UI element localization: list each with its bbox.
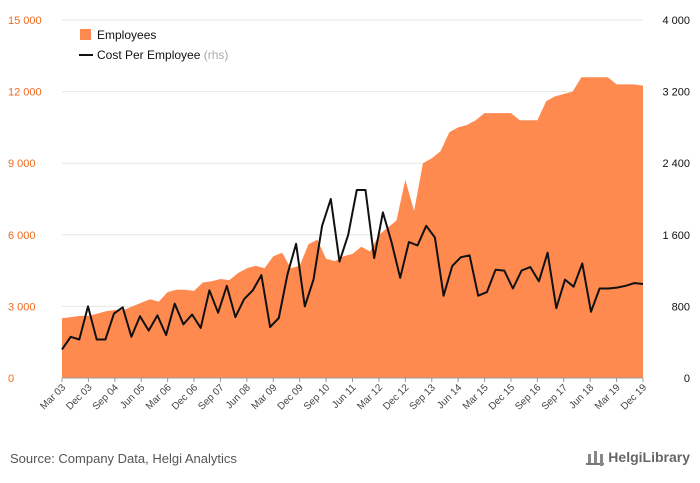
right-tick-label: 0: [684, 373, 690, 385]
right-tick-label: 4 000: [662, 15, 690, 27]
x-tick-label: Jun 14: [435, 382, 464, 411]
left-tick-label: 9 000: [8, 158, 36, 170]
x-tick-label: Mar 15: [461, 382, 491, 412]
left-tick-label: 6 000: [8, 230, 36, 242]
bar-chart-icon: [586, 449, 605, 465]
logo-text: HelgiLibrary: [608, 449, 690, 465]
right-tick-label: 3 200: [662, 87, 690, 99]
legend-employees-label: Employees: [97, 28, 156, 42]
x-tick-label: Jun 08: [224, 382, 253, 411]
x-tick-label: Mar 09: [250, 382, 280, 412]
cost-per-employee-line-series: [61, 189, 644, 350]
x-tick-label: Dec 15: [487, 382, 517, 412]
x-tick-label: Sep 13: [408, 382, 438, 412]
x-tick-label: Jun 18: [567, 382, 596, 411]
employees-area: [62, 77, 643, 379]
source-note: Source: Company Data, Helgi Analytics: [10, 451, 237, 466]
left-tick-label: 15 000: [8, 15, 42, 27]
left-tick-label: 3 000: [8, 301, 36, 313]
legend-employees-swatch: [80, 29, 91, 40]
cost-per-employee-line: [61, 189, 644, 350]
right-tick-label: 2 400: [662, 158, 690, 170]
x-tick-label: Mar 19: [593, 382, 623, 412]
left-tick-label: 0: [8, 373, 14, 385]
x-tick-label: Sep 17: [540, 382, 570, 412]
left-tick-label: 12 000: [8, 87, 42, 99]
x-tick-label: Dec 06: [170, 382, 200, 412]
x-tick-label: Jun 11: [330, 382, 359, 411]
x-tick-label: Mar 03: [38, 382, 68, 412]
x-tick-label: Dec 09: [276, 382, 306, 412]
legend-cost-label: Cost Per Employee (rhs): [97, 48, 228, 62]
x-tick-label: Dec 12: [381, 382, 411, 412]
helgi-library-logo: HelgiLibrary: [586, 449, 690, 465]
x-tick-label: Sep 16: [513, 382, 543, 412]
x-tick-label: Mar 06: [144, 382, 174, 412]
employees-area-series: [62, 77, 643, 379]
right-tick-label: 1 600: [662, 230, 690, 242]
x-tick-label: Mar 12: [355, 382, 385, 412]
x-tick-label: Dec 03: [64, 382, 94, 412]
x-tick-label: Sep 07: [196, 382, 226, 412]
x-tick-label: Sep 04: [91, 382, 121, 412]
legend: Employees Cost Per Employee (rhs): [79, 28, 228, 62]
legend-rhs-suffix: (rhs): [204, 48, 229, 62]
x-tick-label: Dec 19: [619, 382, 649, 412]
x-tick-label: Sep 10: [302, 382, 332, 412]
x-tick-label: Jun 05: [118, 382, 147, 411]
right-tick-label: 800: [672, 301, 690, 313]
